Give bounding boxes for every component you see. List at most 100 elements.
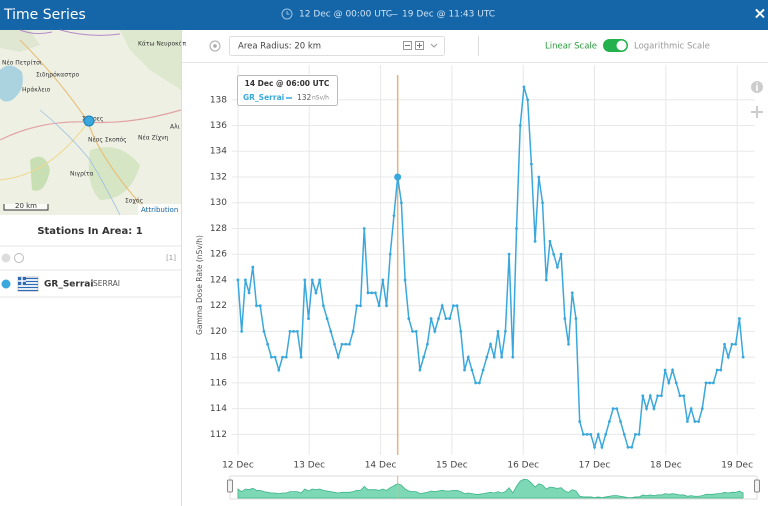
tooltip-value: 132: [297, 93, 312, 102]
radius-input[interactable]: [229, 36, 445, 56]
station-marker[interactable]: [83, 115, 95, 127]
data-point: [697, 420, 700, 423]
radius-icon[interactable]: [209, 40, 221, 52]
data-point: [370, 291, 374, 295]
log-scale-label[interactable]: Logarithmic Scale: [634, 42, 710, 52]
data-point: [362, 227, 366, 230]
data-point: [708, 381, 712, 385]
map[interactable]: Κάτω Νευροκόπ Νέο Πετρίτσι Σιδηρόκαστρο …: [0, 29, 186, 216]
data-point: [355, 304, 359, 308]
data-point: [593, 445, 596, 449]
data-point: [522, 85, 526, 89]
data-point: [440, 304, 444, 308]
add-button[interactable]: [751, 106, 763, 118]
data-point: [570, 291, 574, 295]
data-point: [394, 173, 402, 181]
dropdown-arrow[interactable]: [430, 43, 438, 48]
data-point: [251, 265, 255, 269]
scale-bar: [3, 204, 49, 211]
data-point: [429, 317, 433, 320]
data-point: [258, 304, 262, 308]
data-point: [377, 304, 381, 308]
header-bar: [0, 0, 768, 30]
data-point: [511, 355, 515, 359]
data-point: [726, 355, 730, 359]
station-dot: [1, 279, 11, 289]
y-tick-label: 114: [210, 404, 227, 414]
data-point: [611, 407, 615, 411]
forest: [30, 156, 50, 191]
data-point: [659, 394, 663, 398]
flag-stripes: [18, 277, 38, 292]
data-point: [437, 317, 440, 320]
y-tick-label: 122: [210, 301, 227, 311]
data-point: [685, 420, 689, 423]
plus-icon: [417, 43, 422, 48]
data-point: [544, 278, 548, 282]
y-tick-label: 138: [210, 95, 227, 105]
navigator-handle[interactable]: [754, 479, 760, 493]
data-point: [585, 433, 589, 436]
data-point: [589, 433, 593, 436]
data-point: [325, 317, 329, 320]
data-point: [284, 355, 288, 359]
data-point: [347, 342, 351, 346]
data-point: [318, 278, 322, 282]
data-point: [607, 420, 611, 423]
attribution-link[interactable]: Attribution: [141, 206, 178, 214]
data-point: [637, 433, 641, 436]
data-point: [269, 355, 273, 359]
data-point: [678, 394, 682, 398]
data-point: [537, 175, 541, 179]
x-tick-label: 17 Dec: [579, 461, 611, 471]
data-point: [470, 368, 474, 372]
map-label: Νέο Πετρίτσι: [2, 60, 42, 67]
data-point: [578, 420, 582, 423]
navigator-handle[interactable]: [227, 479, 233, 493]
y-tick-label: 134: [210, 147, 227, 157]
data-point: [425, 342, 429, 346]
river: [39, 109, 121, 216]
data-point: [373, 291, 377, 295]
data-point: [648, 394, 652, 398]
data-point: [711, 381, 715, 385]
map-label: Νέα Ζίχνη: [138, 135, 169, 142]
data-point: [730, 342, 734, 346]
data-point: [633, 433, 637, 436]
data-point: [247, 291, 251, 295]
data-point: [689, 407, 693, 411]
lake: [0, 65, 23, 102]
clock-icon: [281, 8, 293, 20]
flag: [17, 276, 39, 292]
linear-scale-label[interactable]: Linear Scale: [545, 42, 597, 52]
data-point: [466, 355, 470, 359]
x-tick-label: 18 Dec: [650, 461, 682, 471]
data-point: [351, 330, 355, 333]
data-point: [529, 162, 533, 166]
data-point: [255, 304, 258, 308]
data-point: [321, 304, 325, 308]
tooltip-series: GR_Serrai: [243, 93, 284, 102]
data-point: [277, 368, 281, 372]
data-point: [596, 433, 600, 436]
station-row[interactable]: GR_Serrai SERRAI: [1, 276, 120, 292]
data-point: [526, 98, 530, 102]
data-point: [567, 342, 570, 346]
x-tick-label: 15 Dec: [436, 461, 468, 471]
tooltip: 14 Dec @ 06:00 UTC GR_Serrai 132 nSv/h: [237, 75, 338, 106]
forest: [88, 147, 140, 200]
close-button[interactable]: ×: [753, 4, 766, 23]
data-point: [741, 355, 745, 359]
data-point: [288, 330, 292, 333]
y-tick-label: 124: [210, 275, 227, 285]
terrain: [0, 30, 40, 52]
data-point: [555, 265, 559, 269]
data-point: [403, 278, 407, 282]
data-point: [266, 342, 270, 346]
select-none[interactable]: [14, 253, 24, 263]
data-point: [433, 330, 437, 333]
select-all[interactable]: [1, 253, 11, 263]
data-point: [399, 201, 403, 205]
data-point: [333, 342, 336, 346]
y-tick-label: 120: [210, 327, 227, 337]
